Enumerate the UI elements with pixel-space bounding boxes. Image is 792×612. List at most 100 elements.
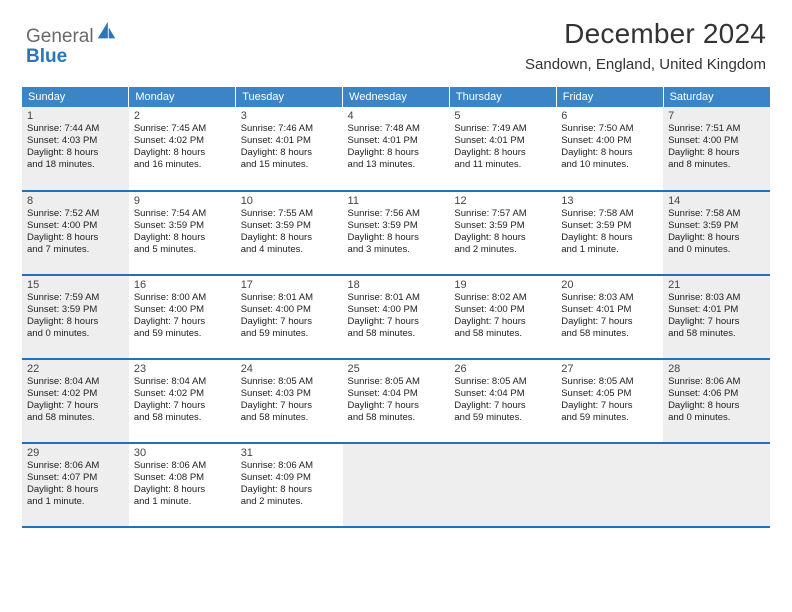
dow-cell: Sunday <box>22 87 129 107</box>
empty-cell <box>663 443 770 527</box>
day-daylight1: Daylight: 7 hours <box>134 400 231 412</box>
day-cell: 26Sunrise: 8:05 AMSunset: 4:04 PMDayligh… <box>449 359 556 443</box>
day-cell: 28Sunrise: 8:06 AMSunset: 4:06 PMDayligh… <box>663 359 770 443</box>
day-sunrise: Sunrise: 8:05 AM <box>561 376 658 388</box>
day-sunset: Sunset: 4:01 PM <box>454 135 551 147</box>
day-number: 26 <box>454 363 551 375</box>
day-daylight1: Daylight: 7 hours <box>27 400 124 412</box>
day-daylight2: and 10 minutes. <box>561 159 658 171</box>
day-daylight2: and 0 minutes. <box>668 244 765 256</box>
day-number: 1 <box>27 110 124 122</box>
day-number: 25 <box>348 363 445 375</box>
day-number: 10 <box>241 195 338 207</box>
day-sunset: Sunset: 4:07 PM <box>27 472 124 484</box>
dow-cell: Monday <box>129 87 236 107</box>
day-sunset: Sunset: 4:02 PM <box>27 388 124 400</box>
dow-cell: Thursday <box>449 87 556 107</box>
day-daylight2: and 59 minutes. <box>134 328 231 340</box>
day-sunset: Sunset: 4:00 PM <box>454 304 551 316</box>
logo-sail-icon <box>95 20 117 42</box>
day-daylight1: Daylight: 8 hours <box>134 484 231 496</box>
day-sunrise: Sunrise: 8:05 AM <box>348 376 445 388</box>
day-cell: 19Sunrise: 8:02 AMSunset: 4:00 PMDayligh… <box>449 275 556 359</box>
day-daylight2: and 58 minutes. <box>561 328 658 340</box>
day-cell: 18Sunrise: 8:01 AMSunset: 4:00 PMDayligh… <box>343 275 450 359</box>
day-number: 2 <box>134 110 231 122</box>
calendar-table: SundayMondayTuesdayWednesdayThursdayFrid… <box>22 87 770 528</box>
day-number: 19 <box>454 279 551 291</box>
day-daylight1: Daylight: 8 hours <box>668 147 765 159</box>
day-daylight2: and 59 minutes. <box>241 328 338 340</box>
day-daylight1: Daylight: 8 hours <box>27 316 124 328</box>
day-sunset: Sunset: 4:04 PM <box>454 388 551 400</box>
title-block: December 2024 Sandown, England, United K… <box>525 18 766 73</box>
logo-text: General Blue <box>26 18 117 67</box>
day-number: 17 <box>241 279 338 291</box>
day-daylight2: and 58 minutes. <box>134 412 231 424</box>
day-daylight1: Daylight: 8 hours <box>454 147 551 159</box>
day-sunset: Sunset: 4:00 PM <box>561 135 658 147</box>
day-sunrise: Sunrise: 7:48 AM <box>348 123 445 135</box>
day-cell: 1Sunrise: 7:44 AMSunset: 4:03 PMDaylight… <box>22 107 129 191</box>
week-row: 22Sunrise: 8:04 AMSunset: 4:02 PMDayligh… <box>22 359 770 443</box>
day-daylight2: and 8 minutes. <box>668 159 765 171</box>
day-cell: 31Sunrise: 8:06 AMSunset: 4:09 PMDayligh… <box>236 443 343 527</box>
day-daylight1: Daylight: 8 hours <box>454 232 551 244</box>
week-row: 8Sunrise: 7:52 AMSunset: 4:00 PMDaylight… <box>22 191 770 275</box>
day-sunset: Sunset: 4:01 PM <box>561 304 658 316</box>
day-sunrise: Sunrise: 7:58 AM <box>561 208 658 220</box>
empty-cell <box>343 443 450 527</box>
day-sunrise: Sunrise: 7:57 AM <box>454 208 551 220</box>
day-sunrise: Sunrise: 8:06 AM <box>668 376 765 388</box>
day-sunset: Sunset: 3:59 PM <box>454 220 551 232</box>
day-number: 3 <box>241 110 338 122</box>
day-sunrise: Sunrise: 7:44 AM <box>27 123 124 135</box>
dow-row: SundayMondayTuesdayWednesdayThursdayFrid… <box>22 87 770 107</box>
day-number: 5 <box>454 110 551 122</box>
day-daylight1: Daylight: 7 hours <box>348 316 445 328</box>
day-daylight1: Daylight: 8 hours <box>134 232 231 244</box>
day-daylight2: and 2 minutes. <box>454 244 551 256</box>
dow-cell: Wednesday <box>343 87 450 107</box>
day-daylight1: Daylight: 8 hours <box>134 147 231 159</box>
day-cell: 6Sunrise: 7:50 AMSunset: 4:00 PMDaylight… <box>556 107 663 191</box>
day-number: 30 <box>134 447 231 459</box>
day-daylight2: and 18 minutes. <box>27 159 124 171</box>
day-daylight2: and 58 minutes. <box>348 328 445 340</box>
day-daylight2: and 1 minute. <box>134 496 231 508</box>
day-number: 20 <box>561 279 658 291</box>
day-daylight2: and 1 minute. <box>27 496 124 508</box>
day-sunset: Sunset: 3:59 PM <box>561 220 658 232</box>
page-title: December 2024 <box>525 18 766 50</box>
day-cell: 22Sunrise: 8:04 AMSunset: 4:02 PMDayligh… <box>22 359 129 443</box>
day-sunrise: Sunrise: 7:51 AM <box>668 123 765 135</box>
day-daylight2: and 58 minutes. <box>454 328 551 340</box>
day-sunset: Sunset: 3:59 PM <box>348 220 445 232</box>
day-daylight2: and 15 minutes. <box>241 159 338 171</box>
day-number: 16 <box>134 279 231 291</box>
day-cell: 7Sunrise: 7:51 AMSunset: 4:00 PMDaylight… <box>663 107 770 191</box>
day-daylight2: and 1 minute. <box>561 244 658 256</box>
day-sunrise: Sunrise: 7:55 AM <box>241 208 338 220</box>
day-daylight1: Daylight: 8 hours <box>561 147 658 159</box>
day-daylight2: and 2 minutes. <box>241 496 338 508</box>
day-number: 28 <box>668 363 765 375</box>
day-cell: 11Sunrise: 7:56 AMSunset: 3:59 PMDayligh… <box>343 191 450 275</box>
day-sunrise: Sunrise: 7:58 AM <box>668 208 765 220</box>
day-sunrise: Sunrise: 7:52 AM <box>27 208 124 220</box>
day-daylight1: Daylight: 8 hours <box>241 484 338 496</box>
day-number: 14 <box>668 195 765 207</box>
day-daylight2: and 4 minutes. <box>241 244 338 256</box>
day-sunset: Sunset: 3:59 PM <box>134 220 231 232</box>
day-daylight2: and 13 minutes. <box>348 159 445 171</box>
day-sunset: Sunset: 4:03 PM <box>27 135 124 147</box>
day-number: 24 <box>241 363 338 375</box>
calendar-body: 1Sunrise: 7:44 AMSunset: 4:03 PMDaylight… <box>22 107 770 527</box>
day-cell: 16Sunrise: 8:00 AMSunset: 4:00 PMDayligh… <box>129 275 236 359</box>
day-number: 12 <box>454 195 551 207</box>
day-daylight1: Daylight: 8 hours <box>27 147 124 159</box>
header: General Blue December 2024 Sandown, Engl… <box>0 0 792 73</box>
day-number: 7 <box>668 110 765 122</box>
empty-cell <box>556 443 663 527</box>
day-sunset: Sunset: 4:00 PM <box>134 304 231 316</box>
